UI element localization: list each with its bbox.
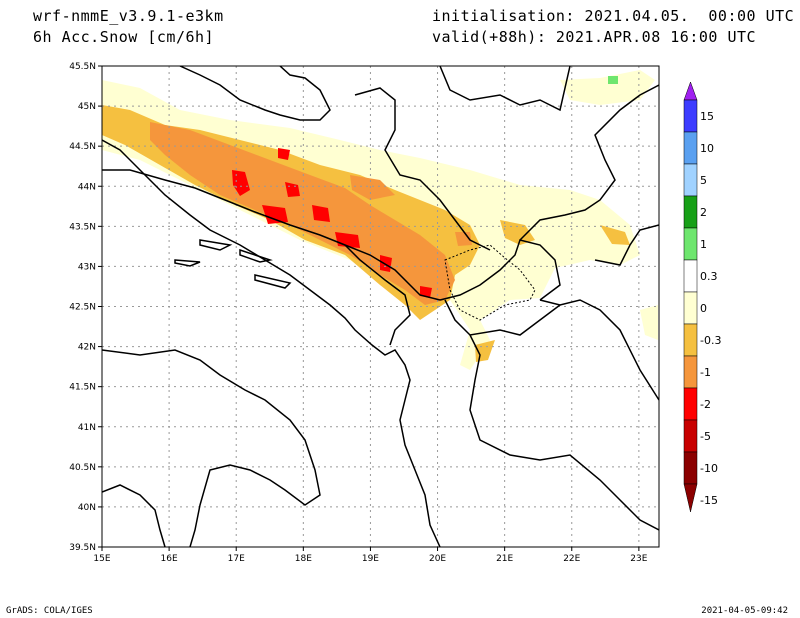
legend-label: 0.3 bbox=[700, 270, 718, 283]
legend-label: -2 bbox=[700, 398, 711, 411]
lon-label: 18E bbox=[295, 554, 312, 564]
color-legend: 15 10 5 2 1 0.3 0 -0.3 -1 -2 -5 -10 -15 bbox=[683, 81, 721, 513]
legend-label: -5 bbox=[700, 430, 711, 443]
legend-arrow-top bbox=[683, 81, 698, 101]
legend-swatch bbox=[683, 227, 698, 261]
model-name: wrf-nmmE_v3.9.1-e3km bbox=[33, 7, 224, 25]
lon-label: 16E bbox=[161, 554, 178, 564]
lat-label: 41N bbox=[78, 423, 96, 433]
graticule bbox=[102, 66, 659, 547]
kosovo-border bbox=[444, 244, 536, 321]
lon-label: 23E bbox=[630, 554, 647, 564]
legend-swatch bbox=[683, 355, 698, 389]
legend-swatch bbox=[683, 291, 698, 325]
lat-label: 43.5N bbox=[69, 222, 96, 232]
init-time: initialisation: 2021.04.05. 00:00 UTC bbox=[432, 7, 795, 25]
legend-swatch bbox=[683, 419, 698, 453]
legend-label: -1 bbox=[700, 366, 711, 379]
lon-label: 22E bbox=[563, 554, 580, 564]
lat-label: 44N bbox=[78, 182, 96, 192]
legend-label: 15 bbox=[700, 110, 714, 123]
legend-label: -15 bbox=[700, 494, 718, 507]
lon-label: 17E bbox=[228, 554, 245, 564]
legend-swatch bbox=[683, 451, 698, 485]
legend-label: 10 bbox=[700, 142, 714, 155]
legend-label: 0 bbox=[700, 302, 707, 315]
lat-label: 45N bbox=[78, 102, 96, 112]
legend-swatch bbox=[683, 131, 698, 165]
legend-swatch bbox=[683, 323, 698, 357]
legend-arrow-bottom bbox=[683, 483, 698, 513]
lat-label: 44.5N bbox=[69, 142, 96, 152]
lon-label: 19E bbox=[362, 554, 379, 564]
coastline-borders bbox=[102, 66, 659, 547]
grads-credit: GrADS: COLA/IGES bbox=[6, 606, 93, 616]
legend-label: -10 bbox=[700, 462, 718, 475]
legend-label: -0.3 bbox=[700, 334, 721, 347]
lat-label: 42N bbox=[78, 343, 96, 353]
lat-label: 40.5N bbox=[69, 463, 96, 473]
lon-label: 15E bbox=[93, 554, 110, 564]
lat-label: 45.5N bbox=[69, 62, 96, 72]
snow-field bbox=[102, 70, 658, 370]
axis-labels: 15E 16E 17E 18E 19E 20E 21E 22E 23E 45.5N 45N 44.5N… bbox=[69, 62, 648, 564]
legend-swatch bbox=[683, 259, 698, 293]
legend-label: 2 bbox=[700, 206, 707, 219]
variable-label: 6h Acc.Snow [cm/6h] bbox=[33, 28, 215, 46]
lat-label: 43N bbox=[78, 262, 96, 272]
legend-swatch bbox=[683, 387, 698, 421]
valid-time: valid(+88h): 2021.APR.08 16:00 UTC bbox=[432, 28, 757, 46]
lon-label: 21E bbox=[496, 554, 513, 564]
legend-swatch bbox=[683, 99, 698, 133]
lat-label: 40N bbox=[78, 503, 96, 513]
lat-label: 42.5N bbox=[69, 303, 96, 313]
lon-label: 20E bbox=[429, 554, 446, 564]
lat-label: 41.5N bbox=[69, 383, 96, 393]
legend-swatch bbox=[683, 195, 698, 229]
legend-label: 5 bbox=[700, 174, 707, 187]
lat-label: 39.5N bbox=[69, 543, 96, 553]
legend-swatch bbox=[683, 163, 698, 197]
legend-label: 1 bbox=[700, 238, 707, 251]
timestamp: 2021-04-05-09:42 bbox=[701, 606, 788, 616]
